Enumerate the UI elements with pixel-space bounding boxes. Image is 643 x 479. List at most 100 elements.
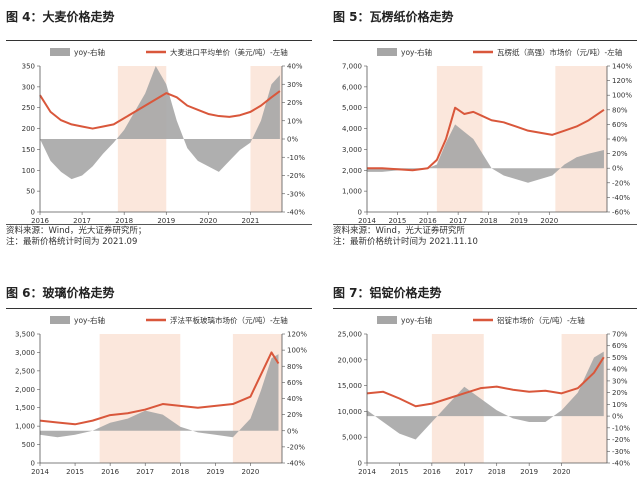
legend-label-price: 瓦楞纸（高强）市场价（元/吨）-左轴 (497, 47, 622, 57)
x-tick-label: 2020 (553, 468, 571, 476)
right-tick-label: 100% (287, 347, 307, 355)
chart-svg: yoy-右轴 浮法平板玻璃市场价（元/吨）-左轴 0 500 1,000 1,500 2,0… (15, 315, 307, 476)
right-tick-label: 20% (287, 411, 303, 419)
left-tick-label: 3,500 (15, 331, 35, 339)
left-tick-label: 100 (22, 167, 35, 175)
right-tick-label: -20% (612, 436, 630, 444)
left-tick-label: 200 (22, 125, 35, 133)
right-tick-label: 80% (287, 363, 303, 371)
left-tick-label: 250 (22, 104, 35, 112)
x-tick-label: 2019 (157, 217, 175, 225)
title-rule (333, 308, 637, 309)
left-tick-label: 0 (31, 460, 35, 468)
right-tick-label: 20% (612, 150, 628, 158)
left-tick-label: 2,500 (15, 367, 35, 375)
left-tick-label: 0 (31, 209, 35, 217)
right-tick-label: 30% (287, 81, 303, 89)
left-tick-label: 350 (22, 63, 35, 71)
source-rule (333, 224, 637, 225)
right-tick-label: 50% (612, 354, 628, 362)
legend: yoy-右轴 浮法平板玻璃市场价（元/吨）-左轴 (50, 315, 288, 325)
x-tick-label: 2017 (449, 217, 467, 225)
legend-swatch-yoy (50, 48, 70, 56)
legend-label-yoy: yoy-右轴 (401, 315, 432, 325)
left-tick-label: 5,000 (342, 434, 362, 442)
left-tick-label: 10,000 (338, 408, 363, 416)
chart-panel-3: 图 6：玻璃价格走势 yoy-右轴 浮法平板玻璃市场价（元/吨）-左轴 0 500 1,… (6, 278, 312, 478)
x-tick-label: 2019 (520, 468, 538, 476)
right-tick-label: 20% (287, 99, 303, 107)
chart-svg: yoy-右轴 瓦楞纸（高强）市场价（元/吨）-左轴 0 1,000 2,000 3,000… (342, 47, 632, 225)
left-tick-label: 3,000 (15, 349, 35, 357)
highlight-band-1 (99, 334, 181, 463)
left-tick-label: 4,000 (342, 125, 362, 133)
x-tick-label: 2018 (115, 217, 133, 225)
left-tick-label: 1,000 (342, 188, 362, 196)
series-price-line (39, 90, 281, 130)
right-tick-label: -60% (612, 209, 630, 217)
right-tick-label: 120% (612, 77, 632, 85)
x-tick-label: 2017 (136, 468, 154, 476)
right-tick-label: 120% (287, 331, 307, 339)
right-tick-label: -20% (612, 179, 630, 187)
x-tick-label: 2016 (419, 217, 437, 225)
left-tick-label: 2,000 (342, 167, 362, 175)
series-price-line (367, 106, 605, 172)
title-rule (6, 308, 312, 309)
chart-svg: yoy-右轴 大麦进口平均单价（美元/吨）-左轴 0 50 100 150 200 250 30… (22, 47, 306, 225)
x-tick-label: 2014 (31, 468, 49, 476)
right-tick-label: 40% (612, 366, 628, 374)
legend: yoy-右轴 大麦进口平均单价（美元/吨）-左轴 (50, 47, 288, 57)
left-tick-label: 300 (22, 83, 35, 91)
left-tick-label: 1,000 (15, 423, 35, 431)
right-tick-label: 40% (287, 63, 303, 71)
x-tick-label: 2019 (510, 217, 528, 225)
chart-panel-1: 图 4：大麦价格走势 yoy-右轴 大麦进口平均单价（美元/吨）-左轴 0 50 100… (6, 2, 312, 247)
right-tick-label: -40% (287, 209, 305, 217)
right-tick-label: -20% (287, 443, 305, 451)
x-tick-label: 2018 (171, 468, 189, 476)
right-tick-label: 80% (612, 106, 628, 114)
left-tick-label: 50 (26, 188, 35, 196)
x-tick-label: 2021 (242, 217, 260, 225)
right-tick-label: 140% (612, 63, 632, 71)
right-tick-label: 60% (612, 121, 628, 129)
right-tick-label: 40% (612, 136, 628, 144)
legend-swatch-yoy (50, 316, 70, 324)
right-tick-label: -20% (287, 172, 305, 180)
series-yoy-area (40, 66, 280, 180)
left-tick-label: 3,000 (342, 146, 362, 154)
legend-label-price: 浮法平板玻璃市场价（元/吨）-左轴 (170, 315, 288, 325)
x-tick-label: 2014 (358, 468, 376, 476)
left-tick-label: 25,000 (338, 331, 363, 339)
legend-label-yoy: yoy-右轴 (401, 47, 432, 57)
note-text: 注：最新价格统计时间为 2021.11.10 (333, 237, 478, 247)
source-rule (6, 224, 312, 225)
x-tick-label: 2015 (66, 468, 84, 476)
right-tick-label: 20% (612, 389, 628, 397)
x-tick-label: 2016 (101, 468, 119, 476)
series-yoy-area (40, 354, 279, 438)
left-tick-label: 5,000 (342, 104, 362, 112)
right-tick-label: 10% (612, 401, 628, 409)
x-tick-label: 2018 (480, 217, 498, 225)
x-tick-label: 2015 (391, 468, 409, 476)
x-tick-label: 2017 (73, 217, 91, 225)
right-tick-label: 40% (287, 395, 303, 403)
source-text: 资料来源：Wind，光大证券研究所 (333, 226, 465, 236)
left-tick-label: 0 (358, 460, 362, 468)
left-tick-label: 20,000 (338, 356, 363, 364)
legend-swatch-yoy (377, 316, 397, 324)
highlight-band-2 (555, 66, 607, 212)
x-tick-label: 2018 (488, 468, 506, 476)
left-tick-label: 0 (358, 209, 362, 217)
right-tick-label: 0% (287, 427, 298, 435)
left-tick-label: 2,000 (15, 386, 35, 394)
x-tick-label: 2016 (423, 468, 441, 476)
legend-label-yoy: yoy-右轴 (74, 315, 105, 325)
left-tick-label: 500 (22, 441, 35, 449)
chart-title: 图 6：玻璃价格走势 (6, 286, 115, 300)
left-tick-label: 7,000 (342, 63, 362, 71)
right-tick-label: -10% (287, 154, 305, 162)
right-tick-label: 60% (287, 379, 303, 387)
